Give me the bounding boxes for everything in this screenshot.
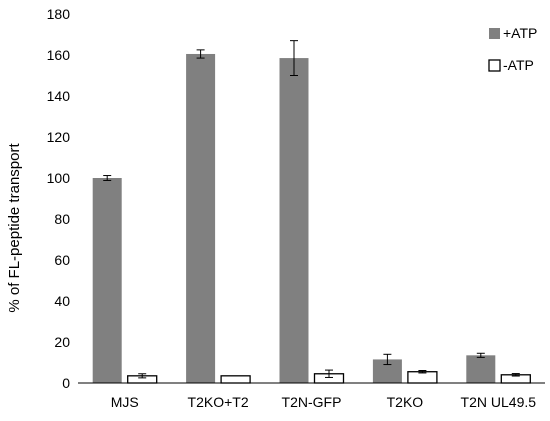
bar <box>220 375 251 384</box>
error-bars-layer <box>103 40 520 379</box>
x-tick-label: T2N-GFP <box>282 394 342 410</box>
x-tick-label: T2KO <box>387 394 424 410</box>
y-tick-label: 20 <box>54 334 70 350</box>
y-axis-title: % of FL-peptide transport <box>6 143 23 313</box>
bar <box>186 53 216 383</box>
y-axis-ticks: 0 20 40 60 80 100 120 140 160 180 <box>47 6 71 391</box>
y-tick-label: 100 <box>47 170 71 186</box>
legend-label: -ATP <box>503 57 534 73</box>
bars-layer <box>92 53 531 384</box>
y-tick-label: 80 <box>54 211 70 227</box>
y-tick-label: 140 <box>47 88 71 104</box>
bar <box>92 178 122 383</box>
legend-swatch <box>489 28 500 39</box>
legend-swatch <box>488 59 501 72</box>
y-tick-label: 40 <box>54 293 70 309</box>
x-tick-label: MJS <box>111 394 139 410</box>
y-tick-label: 120 <box>47 129 71 145</box>
bar <box>279 58 309 383</box>
x-tick-label: T2N UL49.5 <box>461 394 537 410</box>
bar <box>372 359 402 383</box>
bar <box>466 355 496 383</box>
y-tick-label: 160 <box>47 47 71 63</box>
x-tick-label: T2KO+T2 <box>188 394 249 410</box>
legend: +ATP -ATP <box>488 25 537 73</box>
y-tick-label: 180 <box>47 6 71 22</box>
legend-label: +ATP <box>503 25 537 41</box>
y-tick-label: 60 <box>54 252 70 268</box>
x-axis-labels: MJS T2KO+T2 T2N-GFP T2KO T2N UL49.5 <box>111 394 537 410</box>
y-tick-label: 0 <box>62 375 70 391</box>
